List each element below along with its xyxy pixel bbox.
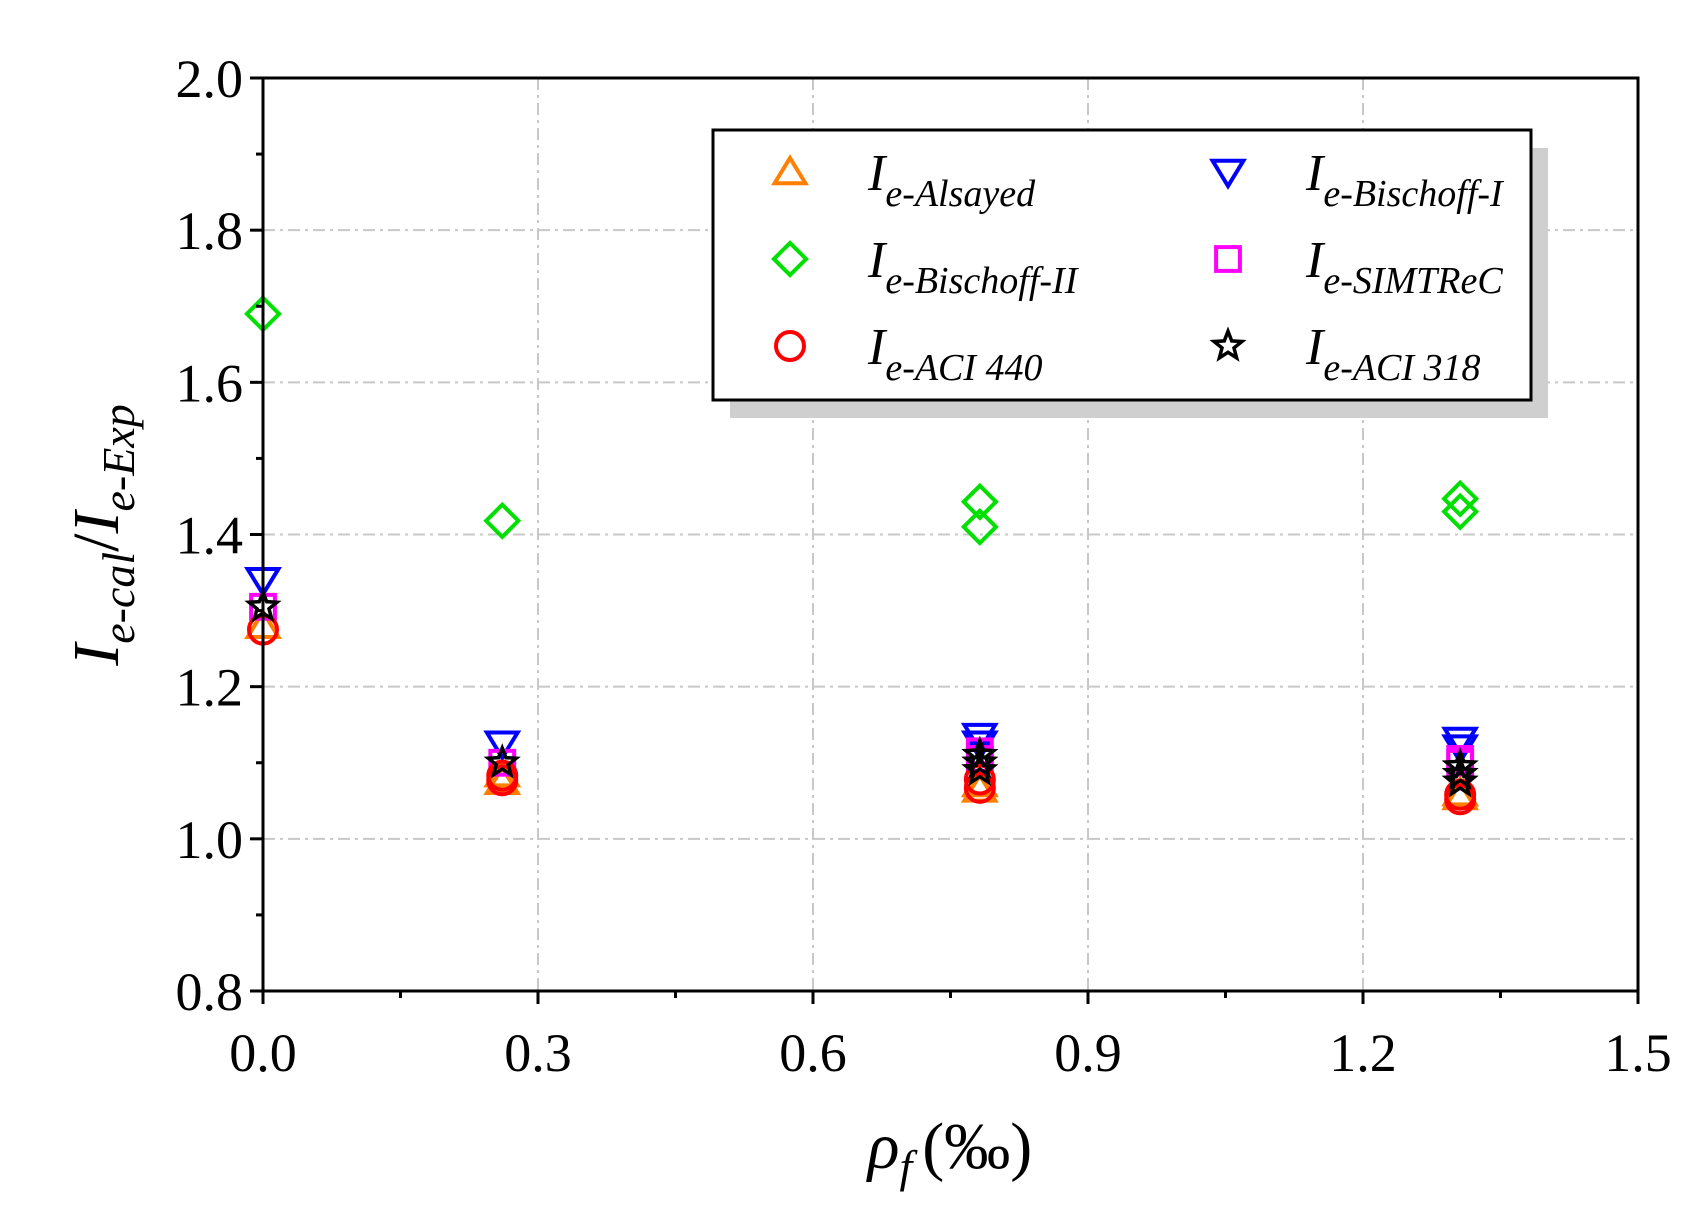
x-axis-title: ρf (‰) [866,1110,1032,1192]
legend-label: Ie-Bischoff-II [867,232,1080,302]
data-point [483,501,522,540]
legend-label: Ie-Alsayed [867,145,1036,215]
legend-marker [1209,326,1247,362]
x-tick-label: 0.9 [1054,1023,1122,1083]
y-tick-label: 1.8 [176,201,244,261]
data-point [1441,726,1480,758]
axis-ticks: 0.0 0.3 0.6 0.9 1.2 1.5 0.8 1.0 1.2 1.4 1.6 1.8 2.0 [176,49,1672,1083]
data-point [960,482,999,521]
y-tick-label: 1.6 [176,353,244,413]
legend-marker [1209,158,1247,190]
data-point [1441,492,1480,531]
legend-marker [1214,245,1242,273]
data-point [963,763,996,796]
legend-box [711,128,1533,402]
legend-marker [771,240,809,278]
legend-label: Ie-ACI 318 [1305,319,1481,389]
data-point [486,759,519,792]
legend-item: Ie-Bischoff-II [771,232,1080,302]
x-tick-label: 1.5 [1604,1023,1672,1083]
data-points [244,294,1480,816]
legend-label: Ie-ACI 440 [867,319,1043,389]
legend-label: Ie-SIMTReC [1305,232,1503,302]
data-point [1441,479,1480,518]
y-tick-label: 0.8 [176,962,244,1022]
x-tick-label: 0.6 [779,1023,847,1083]
y-axis-title: Ie-cal/Ie-Exp [60,404,144,667]
data-point [961,750,999,787]
data-point [1441,754,1479,790]
series-e-aci-318 [244,587,1479,798]
legend-item: Ie-ACI 440 [774,319,1043,389]
legend: Ie-Alsayed Ie-Bischoff-I Ie-Bischoff-II Ie-… [771,145,1505,389]
data-point [483,730,522,762]
x-tick-label: 1.2 [1329,1023,1397,1083]
y-tick-label: 1.2 [176,658,244,718]
data-point [961,735,999,771]
legend-marker [774,330,806,362]
legend-label: Ie-Bischoff-I [1305,145,1505,215]
data-point [960,507,999,546]
data-point [483,743,521,779]
data-point [963,771,996,804]
y-tick-label: 1.0 [176,810,244,870]
legend-item: Ie-ACI 318 [1209,319,1481,389]
data-point [1441,746,1479,783]
legend-marker [771,154,809,186]
legend-item: Ie-SIMTReC [1214,232,1503,302]
data-point [1441,762,1479,798]
legend-item: Ie-Alsayed [771,145,1036,215]
series-e-bischoff-ii [244,294,1480,546]
x-tick-label: 0.3 [504,1023,572,1083]
x-tick-label: 0.0 [229,1023,297,1083]
data-point [961,743,999,779]
legend-item: Ie-Bischoff-I [1209,145,1505,215]
y-tick-label: 2.0 [176,49,244,109]
y-tick-label: 1.4 [176,506,244,566]
